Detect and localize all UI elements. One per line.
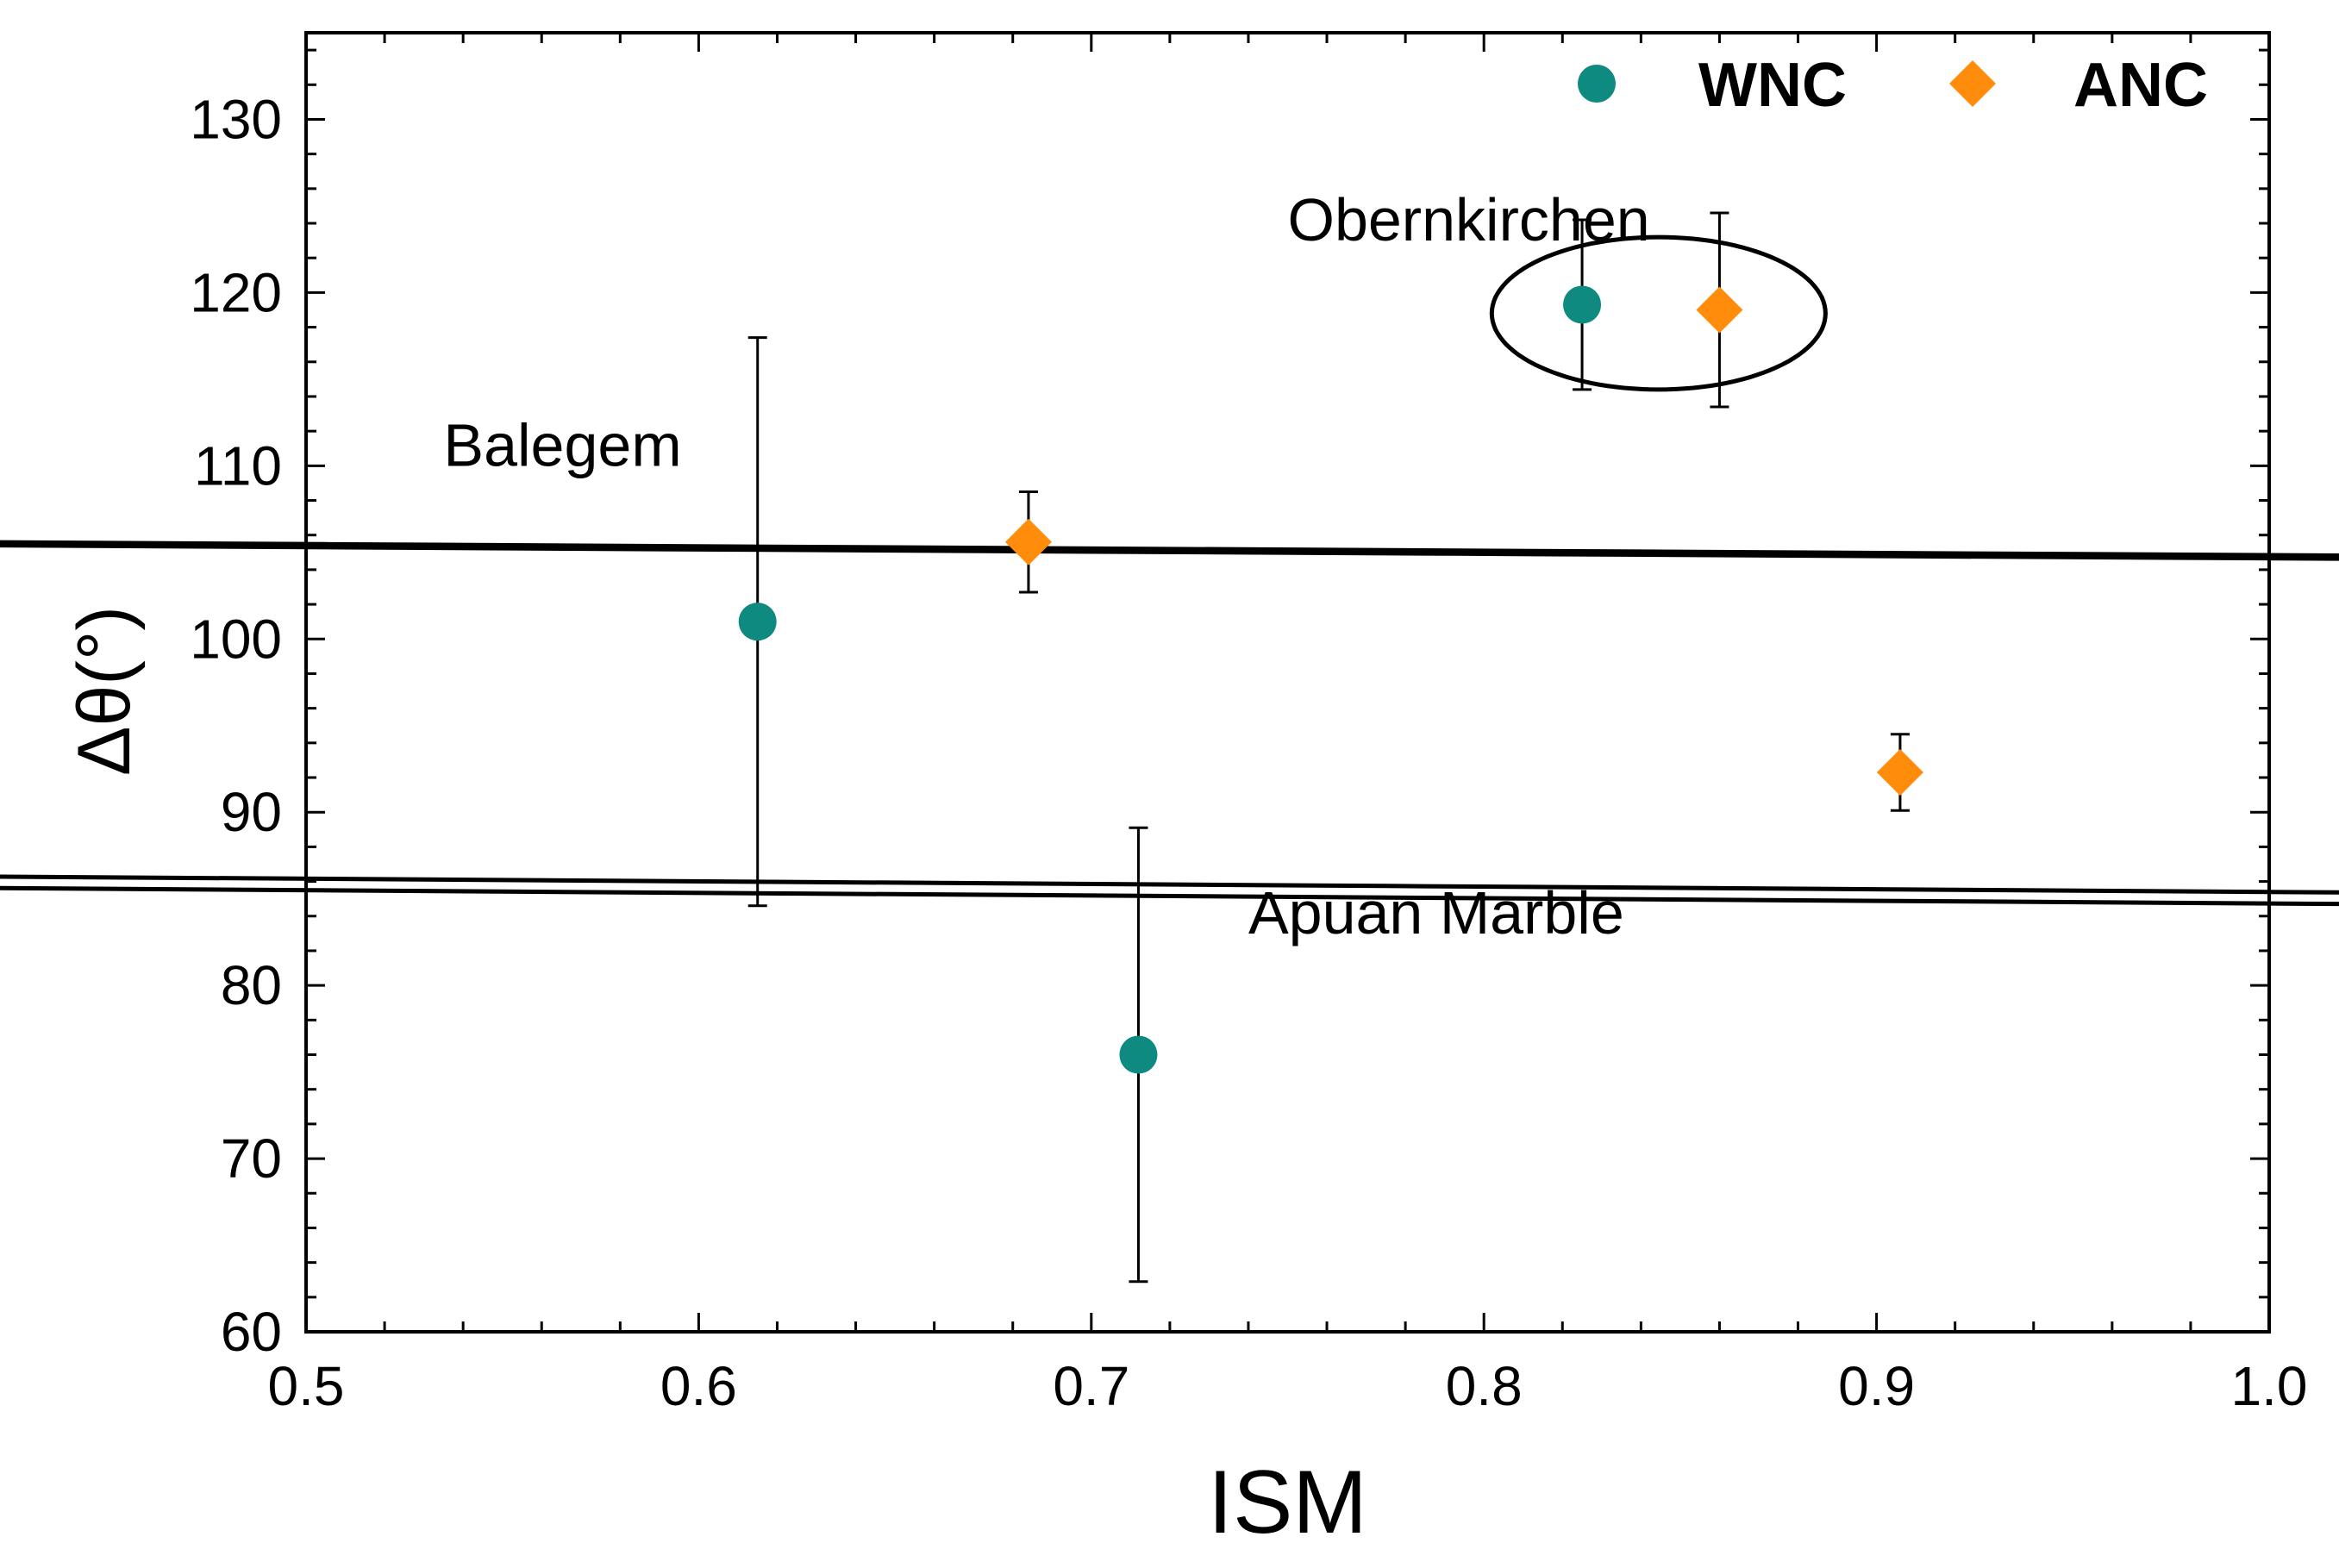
- y-tick-label: 110: [194, 434, 282, 497]
- annotation-apuan-marble: Apuan Marble: [1248, 879, 1624, 946]
- y-tick-label: 100: [190, 608, 282, 670]
- legend: WNC ANC: [1578, 51, 2208, 120]
- data-point-wnc: [1563, 285, 1602, 324]
- y-tick-label: 90: [221, 781, 282, 843]
- x-tick-label: 0.8: [1446, 1355, 1523, 1417]
- y-tick-label: 80: [221, 954, 282, 1016]
- legend-label-wnc: WNC: [1698, 51, 1847, 120]
- x-tick-label: 1.0: [2231, 1355, 2308, 1417]
- x-tick-label: 0.7: [1053, 1355, 1129, 1417]
- data-points: [738, 285, 1923, 1074]
- data-point-anc: [1696, 286, 1743, 334]
- y-tick-label: 120: [190, 261, 282, 323]
- legend-marker-wnc: [1578, 65, 1616, 103]
- data-point-anc: [1876, 748, 1923, 796]
- y-tick-label: 60: [221, 1301, 282, 1363]
- group-annotations: Balegem Obernkirchen Apuan Marble: [443, 186, 1649, 946]
- legend-label-anc: ANC: [2073, 51, 2208, 120]
- ellipse-balegem: [0, 540, 2339, 561]
- x-tick-label: 0.5: [268, 1355, 345, 1417]
- y-tick-label: 70: [221, 1128, 282, 1190]
- data-point-wnc: [1119, 1035, 1158, 1074]
- data-point-wnc: [738, 603, 777, 641]
- x-tick-label: 0.6: [660, 1355, 737, 1417]
- y-axis-title: Δθ(°): [63, 606, 146, 776]
- axes: 0.5 0.6 0.7 0.8 0.9 1.0 60 70 80 90 100 110 120 130: [190, 31, 2308, 1417]
- y-tick-label: 130: [190, 88, 282, 150]
- x-tick-label: 0.9: [1838, 1355, 1915, 1417]
- legend-marker-anc: [1949, 60, 1996, 107]
- plot-frame: [304, 31, 2271, 1334]
- x-axis-title: ISM: [1208, 1452, 1367, 1552]
- annotation-obernkirchen: Obernkirchen: [1288, 186, 1650, 253]
- ellipse-obernkirchen: [1489, 234, 1828, 392]
- annotation-balegem: Balegem: [443, 411, 681, 478]
- error-bars: [747, 211, 1910, 1284]
- ellipse-apuan-marble: [0, 874, 2339, 907]
- data-point-anc: [1004, 518, 1052, 565]
- group-ellipses: [0, 234, 2339, 907]
